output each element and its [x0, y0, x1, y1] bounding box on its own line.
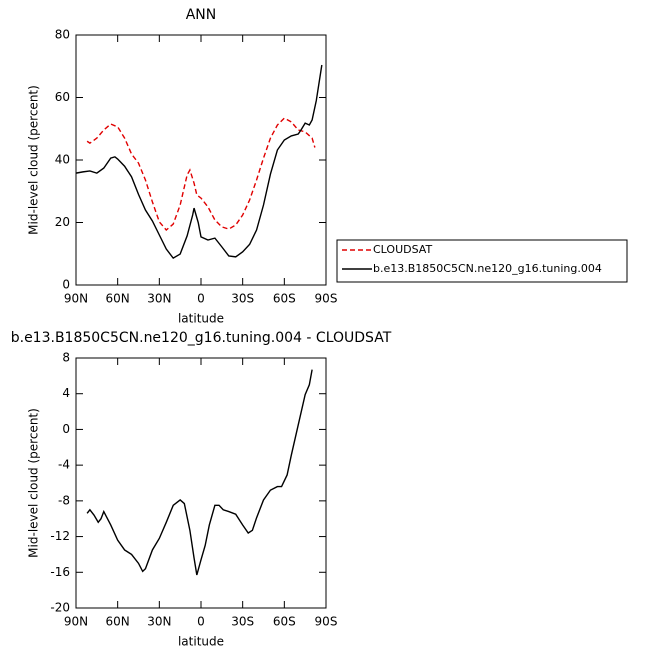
- x-tick-label: 30S: [231, 292, 254, 306]
- legend-box: [336, 239, 628, 283]
- y-tick-label: -12: [50, 529, 70, 543]
- x-tick-label: 30N: [147, 615, 171, 629]
- y-axis-label: Mid-level cloud (percent): [27, 408, 41, 558]
- x-tick-label: 0: [197, 292, 205, 306]
- x-tick-label: 60S: [273, 615, 296, 629]
- x-tick-label: 0: [197, 615, 205, 629]
- y-tick-label: -8: [58, 493, 70, 507]
- x-tick-label: 60S: [273, 292, 296, 306]
- chart-title: ANN: [186, 7, 217, 23]
- x-tick-label: 30N: [147, 292, 171, 306]
- x-tick-label: 90N: [64, 292, 88, 306]
- y-tick-label: 80: [55, 28, 70, 42]
- legend-label: b.e13.B1850C5CN.ne120_g16.tuning.004: [373, 262, 602, 275]
- plot-frame: [75, 357, 327, 609]
- y-tick-label: 8: [62, 351, 70, 365]
- plot-frame: [75, 34, 327, 286]
- y-tick-label: 40: [55, 153, 70, 167]
- y-tick-label: 60: [55, 90, 70, 104]
- legend-label: CLOUDSAT: [373, 243, 432, 256]
- x-tick-label: 60N: [106, 615, 130, 629]
- chart-title: b.e13.B1850C5CN.ne120_g16.tuning.004 - C…: [11, 330, 392, 346]
- data-line: [75, 64, 323, 260]
- y-tick-label: 4: [62, 386, 70, 400]
- data-line: [86, 369, 313, 576]
- y-tick-label: 0: [62, 278, 70, 292]
- x-tick-label: 30S: [231, 615, 254, 629]
- data-line: [86, 117, 316, 231]
- y-tick-label: -16: [50, 565, 70, 579]
- y-axis-label: Mid-level cloud (percent): [27, 85, 41, 235]
- y-tick-label: -20: [50, 601, 70, 615]
- x-tick-label: 90S: [315, 292, 338, 306]
- x-axis-label: latitude: [178, 312, 224, 326]
- x-tick-label: 60N: [106, 292, 130, 306]
- x-axis-label: latitude: [178, 635, 224, 649]
- x-tick-label: 90S: [315, 615, 338, 629]
- y-tick-label: 0: [62, 422, 70, 436]
- y-tick-label: 20: [55, 215, 70, 229]
- x-tick-label: 90N: [64, 615, 88, 629]
- y-tick-label: -4: [58, 458, 70, 472]
